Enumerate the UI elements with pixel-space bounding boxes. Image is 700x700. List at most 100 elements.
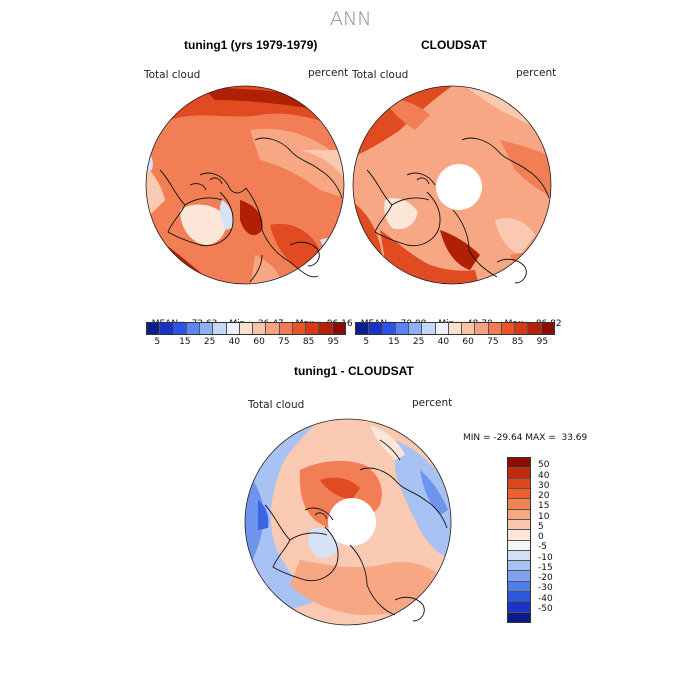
colorbar-tick-label: 95	[327, 337, 340, 347]
colorbar-swatch	[185, 323, 200, 334]
colorbar-swatch	[474, 323, 488, 334]
diff-colorbar-tick-label: -5	[538, 542, 547, 553]
left-coastlines	[159, 137, 343, 283]
left-units-label: percent	[308, 67, 349, 79]
left-colorbar-ticks: 5 15 25 40 60 75 85 95	[146, 337, 346, 349]
colorbar-tick-label: 25	[203, 337, 216, 347]
colorbar-swatch	[212, 323, 226, 334]
colorbar-swatch	[356, 323, 369, 334]
colorbar-swatch	[147, 323, 160, 334]
diff-colorbar	[507, 457, 531, 623]
diff-coastlines	[264, 439, 448, 622]
diff-colorbar-swatch	[508, 458, 530, 468]
diff-colorbar-tick-label: 0	[538, 532, 544, 542]
colorbar-swatch	[540, 323, 554, 334]
diff-colorbar-tick-label: 20	[538, 491, 550, 501]
diff-colorbar-swatch	[508, 560, 530, 571]
diff-colorbar-tick-label: -10	[538, 552, 553, 563]
colorbar-swatch	[368, 323, 382, 334]
colorbar-swatch	[421, 323, 435, 334]
colorbar-tick-label: 85	[302, 337, 315, 347]
colorbar-swatch	[291, 323, 306, 334]
diff-colorbar-tick-label: 40	[538, 470, 550, 481]
colorbar-tick-label: 15	[179, 337, 191, 347]
diff-colorbar-swatch	[508, 487, 530, 499]
diff-units-label: percent	[412, 397, 453, 409]
colorbar-tick-label: 60	[253, 337, 265, 347]
colorbar-tick-label: 5	[363, 337, 370, 347]
colorbar-swatch	[394, 323, 409, 334]
right-colorbar-ticks: 5 15 25 40 60 75 85 95	[355, 337, 555, 349]
diff-colorbar-swatch	[508, 591, 530, 602]
colorbar-swatch	[172, 323, 186, 334]
diff-minmax-text: MIN = -29.64 MAX = 33.69	[463, 433, 588, 443]
colorbar-swatch	[225, 323, 239, 334]
left-colorbar	[146, 322, 346, 335]
diff-colorbar-ticks: 50 40 30 20 15 10 5 0 -5 -10 -15 -20 -30 -40 -50	[536, 457, 576, 627]
colorbar-swatch	[434, 323, 448, 334]
diff-colorbar-swatch	[508, 611, 530, 622]
colorbar-swatch	[252, 323, 266, 334]
diff-colorbar-tick-label: -20	[538, 573, 553, 583]
colorbar-swatch	[278, 323, 292, 334]
right-coastlines	[366, 137, 550, 284]
colorbar-tick-label: 75	[487, 337, 499, 347]
right-panel-title: CLOUDSAT	[421, 38, 487, 52]
diff-colorbar-tick-label: -50	[538, 603, 553, 614]
colorbar-swatch	[408, 323, 422, 334]
colorbar-swatch	[527, 323, 541, 334]
colorbar-tick-label: 5	[154, 337, 161, 347]
colorbar-tick-label: 40	[437, 337, 450, 347]
colorbar-swatch	[318, 323, 332, 334]
colorbar-tick-label: 15	[388, 337, 400, 347]
colorbar-swatch	[305, 323, 319, 334]
diff-colorbar-swatch	[508, 601, 530, 612]
diff-colorbar-swatch	[508, 539, 530, 550]
diff-colorbar-tick-label: 50	[538, 460, 550, 471]
diff-panel-title: tuning1 - CLOUDSAT	[294, 364, 414, 378]
colorbar-swatch	[514, 323, 528, 334]
colorbar-tick-label: 25	[412, 337, 425, 347]
diff-colorbar-tick-label: 10	[538, 511, 550, 522]
colorbar-tick-label: 75	[278, 337, 290, 347]
diff-colorbar-swatch	[508, 498, 530, 509]
colorbar-swatch	[447, 323, 462, 334]
diff-colorbar-swatch	[508, 477, 530, 488]
diff-colorbar-swatch	[508, 529, 530, 540]
diff-colorbar-tick-label: -30	[538, 583, 553, 594]
colorbar-swatch	[461, 323, 475, 334]
left-panel-title: tuning1 (yrs 1979-1979)	[184, 38, 318, 52]
diff-colorbar-tick-label: 30	[538, 480, 550, 491]
diff-colorbar-swatch	[508, 518, 530, 530]
colorbar-swatch	[331, 323, 345, 334]
diff-colorbar-swatch	[508, 467, 530, 478]
diff-colorbar-tick-label: 15	[538, 501, 550, 512]
right-colorbar	[355, 322, 555, 335]
diff-colorbar-tick-label: -15	[538, 562, 553, 573]
right-units-label: percent	[516, 67, 557, 79]
diff-variable-label: Total cloud	[248, 399, 305, 411]
diff-colorbar-swatch	[508, 580, 530, 592]
right-polar-hole	[436, 164, 482, 210]
diff-colorbar-swatch	[508, 570, 530, 581]
colorbar-swatch	[199, 323, 213, 334]
colorbar-swatch	[159, 323, 173, 334]
diff-polar-hole	[328, 498, 376, 546]
left-variable-label: Total cloud	[144, 69, 201, 81]
colorbar-tick-label: 40	[228, 337, 241, 347]
colorbar-tick-label: 85	[511, 337, 524, 347]
colorbar-swatch	[500, 323, 515, 334]
diff-colorbar-tick-label: -40	[538, 593, 553, 604]
colorbar-swatch	[265, 323, 279, 334]
colorbar-tick-label: 95	[536, 337, 549, 347]
page-title: ANN	[330, 8, 372, 30]
diff-colorbar-tick-label: 5	[538, 521, 544, 532]
colorbar-swatch	[381, 323, 395, 334]
right-variable-label: Total cloud	[352, 69, 409, 81]
diff-colorbar-swatch	[508, 508, 530, 519]
colorbar-swatch	[238, 323, 253, 334]
diff-colorbar-swatch	[508, 549, 530, 561]
colorbar-tick-label: 60	[462, 337, 474, 347]
colorbar-swatch	[487, 323, 501, 334]
